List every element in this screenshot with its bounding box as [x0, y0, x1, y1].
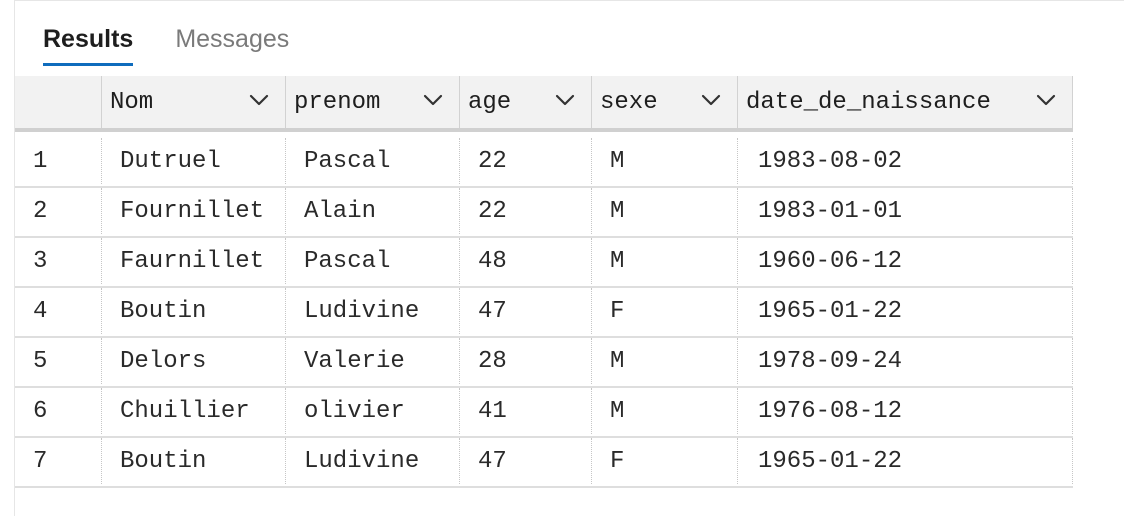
cell-nom[interactable]: Boutin — [102, 438, 286, 484]
row-number-cell: 7 — [15, 438, 102, 484]
chevron-down-icon[interactable] — [701, 93, 721, 107]
chevron-down-icon[interactable] — [249, 93, 269, 107]
table-row[interactable]: 1 Dutruel Pascal 22 M 1983-08-02 — [15, 138, 1073, 188]
column-header-sexe[interactable]: sexe — [592, 76, 738, 128]
cell-prenom[interactable]: Pascal — [286, 138, 460, 184]
cell-age[interactable]: 28 — [460, 338, 592, 384]
cell-date-de-naissance[interactable]: 1978-09-24 — [738, 338, 1073, 384]
cell-sexe[interactable]: M — [592, 238, 738, 284]
cell-age[interactable]: 47 — [460, 288, 592, 334]
cell-nom[interactable]: Boutin — [102, 288, 286, 334]
results-grid: Nom prenom age sexe date_de_naissance — [15, 76, 1073, 488]
cell-prenom[interactable]: olivier — [286, 388, 460, 434]
cell-prenom[interactable]: Alain — [286, 188, 460, 234]
cell-prenom[interactable]: Pascal — [286, 238, 460, 284]
cell-age[interactable]: 41 — [460, 388, 592, 434]
column-header-label: Nom — [110, 88, 154, 116]
chevron-down-icon[interactable] — [423, 93, 443, 107]
table-row[interactable]: 3 Faurnillet Pascal 48 M 1960-06-12 — [15, 238, 1073, 288]
row-number-cell: 3 — [15, 238, 102, 284]
cell-sexe[interactable]: F — [592, 438, 738, 484]
chevron-down-icon[interactable] — [1036, 93, 1056, 107]
row-number-cell: 4 — [15, 288, 102, 334]
cell-date-de-naissance[interactable]: 1983-08-02 — [738, 138, 1073, 184]
cell-date-de-naissance[interactable]: 1960-06-12 — [738, 238, 1073, 284]
column-header-age[interactable]: age — [460, 76, 592, 128]
table-row[interactable]: 4 Boutin Ludivine 47 F 1965-01-22 — [15, 288, 1073, 338]
table-row[interactable]: 7 Boutin Ludivine 47 F 1965-01-22 — [15, 438, 1073, 488]
cell-prenom[interactable]: Valerie — [286, 338, 460, 384]
cell-sexe[interactable]: M — [592, 338, 738, 384]
cell-prenom[interactable]: Ludivine — [286, 288, 460, 334]
cell-date-de-naissance[interactable]: 1965-01-22 — [738, 288, 1073, 334]
row-number-cell: 2 — [15, 188, 102, 234]
column-header-label: sexe — [600, 88, 658, 116]
column-header-nom[interactable]: Nom — [102, 76, 286, 128]
tab-results[interactable]: Results — [43, 19, 134, 69]
cell-nom[interactable]: Fournillet — [102, 188, 286, 234]
grid-body: 1 Dutruel Pascal 22 M 1983-08-02 2 Fourn… — [15, 132, 1073, 488]
cell-age[interactable]: 22 — [460, 188, 592, 234]
results-panel: Results Messages Nom prenom age sexe — [14, 0, 1124, 516]
cell-age[interactable]: 22 — [460, 138, 592, 184]
result-tabs: Results Messages — [43, 19, 289, 69]
chevron-down-icon[interactable] — [555, 93, 575, 107]
cell-date-de-naissance[interactable]: 1983-01-01 — [738, 188, 1073, 234]
grid-header: Nom prenom age sexe date_de_naissance — [15, 76, 1073, 132]
cell-sexe[interactable]: M — [592, 138, 738, 184]
row-number-cell: 5 — [15, 338, 102, 384]
cell-sexe[interactable]: M — [592, 188, 738, 234]
column-header-label: date_de_naissance — [746, 88, 991, 116]
cell-age[interactable]: 47 — [460, 438, 592, 484]
tab-messages[interactable]: Messages — [175, 25, 290, 53]
cell-date-de-naissance[interactable]: 1965-01-22 — [738, 438, 1073, 484]
column-header-label: age — [468, 88, 512, 116]
cell-prenom[interactable]: Ludivine — [286, 438, 460, 484]
cell-nom[interactable]: Delors — [102, 338, 286, 384]
cell-nom[interactable]: Faurnillet — [102, 238, 286, 284]
row-number-cell: 6 — [15, 388, 102, 434]
column-header-row-number — [15, 76, 102, 128]
column-header-label: prenom — [294, 88, 381, 116]
cell-date-de-naissance[interactable]: 1976-08-12 — [738, 388, 1073, 434]
column-header-date-de-naissance[interactable]: date_de_naissance — [738, 76, 1073, 128]
row-number-cell: 1 — [15, 138, 102, 184]
cell-nom[interactable]: Dutruel — [102, 138, 286, 184]
table-row[interactable]: 5 Delors Valerie 28 M 1978-09-24 — [15, 338, 1073, 388]
table-row[interactable]: 2 Fournillet Alain 22 M 1983-01-01 — [15, 188, 1073, 238]
cell-sexe[interactable]: F — [592, 288, 738, 334]
table-row[interactable]: 6 Chuillier olivier 41 M 1976-08-12 — [15, 388, 1073, 438]
column-header-prenom[interactable]: prenom — [286, 76, 460, 128]
cell-nom[interactable]: Chuillier — [102, 388, 286, 434]
cell-sexe[interactable]: M — [592, 388, 738, 434]
cell-age[interactable]: 48 — [460, 238, 592, 284]
